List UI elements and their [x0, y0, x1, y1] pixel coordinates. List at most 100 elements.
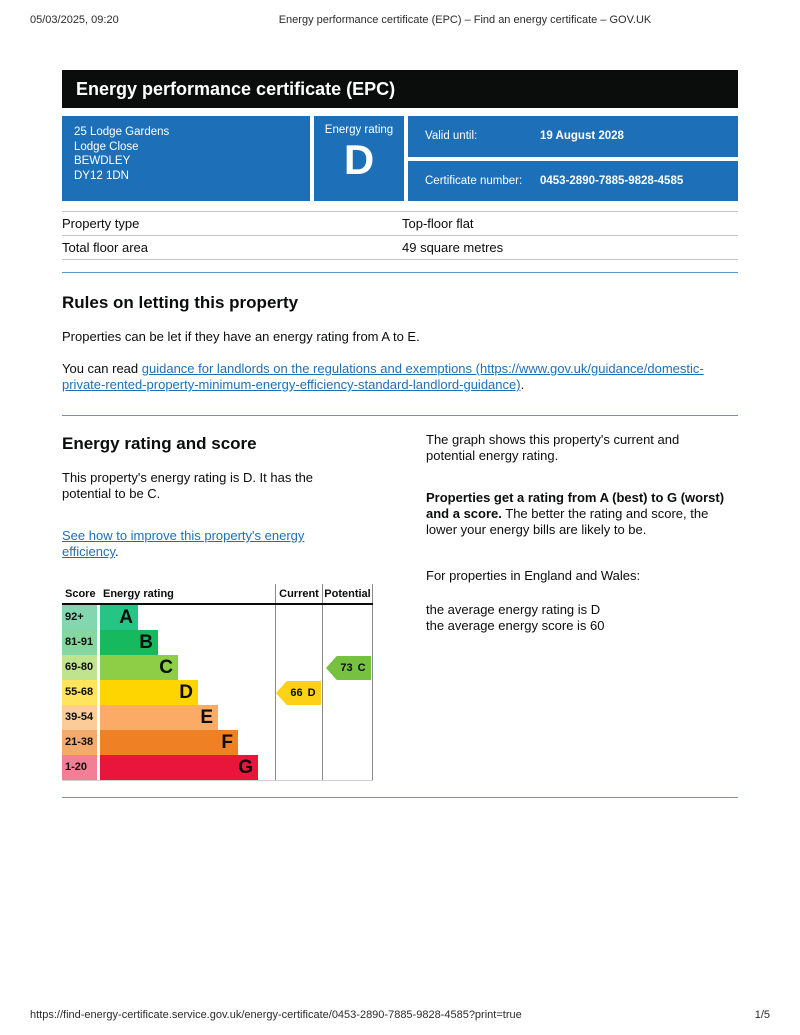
rating-bands: 92+ A 81-91 B 69-80 C 55-68 D 39-54 E 21-38 F …	[62, 605, 275, 780]
band-bar: A	[100, 605, 138, 630]
band-letter: B	[139, 632, 153, 653]
certificate-number-value: 0453-2890-7885-9828-4585	[540, 174, 684, 187]
certificate-number-box: Certificate number: 0453-2890-7885-9828-…	[408, 160, 738, 201]
valid-until-value: 19 August 2028	[540, 130, 624, 143]
address-line: Lodge Close	[74, 140, 139, 153]
rating-intro: This property's energy rating is D. It h…	[62, 470, 314, 501]
band-bar: F	[100, 730, 238, 755]
address-line: BEWDLEY	[74, 155, 131, 167]
band-row-f: 21-38 F	[62, 730, 275, 755]
region-line: For properties in England and Wales:	[426, 568, 641, 583]
potential-rating-arrow: 73 C	[326, 656, 371, 680]
validity-column: Valid until: 19 August 2028 Certificate …	[408, 116, 738, 201]
section-divider	[62, 272, 738, 273]
certificate-banner: Energy performance certificate (EPC)	[62, 70, 738, 108]
graph-intro: The graph shows this property's current …	[426, 432, 680, 463]
band-row-g: 1-20 G	[62, 755, 275, 780]
chart-header-score: Score	[65, 588, 96, 600]
certificate-number-label: Certificate number:	[425, 174, 523, 187]
rating-explanation-rest: The better the rating and score, the low…	[426, 506, 709, 537]
rating-explanation-bold: Properties get a rating from A (best) to…	[426, 490, 725, 521]
valid-until-label: Valid until:	[425, 130, 478, 143]
guidance-text-prefix: You can read	[62, 361, 142, 376]
band-bar: G	[100, 755, 258, 780]
band-row-e: 39-54 E	[62, 705, 275, 730]
address-line: 25 Lodge Gardens	[74, 126, 170, 138]
improve-efficiency-link[interactable]: See how to improve this property's energ…	[62, 528, 305, 559]
section-divider	[62, 415, 738, 416]
average-score-line: the average energy score is 60	[426, 618, 605, 633]
potential-band: C	[357, 662, 366, 674]
band-letter: E	[200, 707, 213, 728]
property-type-value: Top-floor flat	[402, 216, 474, 231]
print-page-number: 1/5	[754, 1009, 770, 1021]
band-bar: D	[100, 680, 198, 705]
chart-header-rating: Energy rating	[103, 588, 174, 600]
band-letter: C	[159, 657, 173, 678]
print-page-title: Energy performance certificate (EPC) – F…	[278, 14, 652, 26]
average-rating-line: the average energy rating is D	[426, 602, 601, 617]
rating-heading: Energy rating and score	[62, 434, 257, 453]
property-address-box: 25 Lodge Gardens Lodge Close BEWDLEY DY1…	[62, 116, 310, 201]
chart-header-row: Score Energy rating Current Potential	[62, 584, 373, 605]
current-column: 66 D	[275, 605, 322, 780]
current-score: 66	[290, 687, 303, 699]
certificate-content: Energy performance certificate (EPC) 25 …	[62, 70, 738, 798]
property-type-label: Property type	[62, 216, 140, 231]
band-score-range: 1-20	[62, 755, 97, 780]
chart-body: 92+ A 81-91 B 69-80 C 55-68 D 39-54 E 21-38 F …	[62, 605, 373, 781]
rules-heading: Rules on letting this property	[62, 293, 299, 312]
improve-link-suffix: .	[115, 544, 119, 559]
potential-column: 73 C	[322, 605, 373, 780]
band-bar: C	[100, 655, 178, 680]
print-datetime: 05/03/2025, 09:20	[30, 14, 119, 26]
band-letter: F	[221, 732, 233, 753]
band-row-b: 81-91 B	[62, 630, 275, 655]
band-bar: E	[100, 705, 218, 730]
rating-section: Energy rating and score This property's …	[62, 432, 738, 781]
band-score-range: 92+	[62, 605, 97, 630]
band-score-range: 81-91	[62, 630, 97, 655]
table-row: Property type Top-floor flat	[62, 212, 738, 236]
band-row-c: 69-80 C	[62, 655, 275, 680]
rating-explanation: Properties get a rating from A (best) to…	[426, 490, 738, 538]
browser-print-header: 05/03/2025, 09:20 Energy performance cer…	[30, 14, 770, 26]
property-details-table: Property type Top-floor flat Total floor…	[62, 211, 738, 260]
valid-until-box: Valid until: 19 August 2028	[408, 116, 738, 157]
band-row-d: 55-68 D	[62, 680, 275, 705]
browser-print-footer: https://find-energy-certificate.service.…	[30, 1009, 770, 1021]
floor-area-label: Total floor area	[62, 240, 148, 255]
chart-header-current: Current	[275, 584, 322, 603]
band-score-range: 39-54	[62, 705, 97, 730]
landlord-guidance-link[interactable]: guidance for landlords on the regulation…	[62, 361, 704, 392]
current-rating-arrow: 66 D	[276, 681, 321, 705]
rating-section-left: Energy rating and score This property's …	[62, 432, 412, 781]
energy-rating-box: Energy rating D	[314, 116, 404, 201]
certificate-summary: 25 Lodge Gardens Lodge Close BEWDLEY DY1…	[62, 116, 738, 201]
guidance-text-suffix: .	[520, 377, 525, 392]
chart-header-potential: Potential	[322, 584, 373, 603]
rating-section-right: The graph shows this property's current …	[426, 432, 738, 781]
table-row: Total floor area 49 square metres	[62, 236, 738, 260]
energy-rating-chart: Score Energy rating Current Potential 92…	[62, 584, 373, 781]
band-score-range: 21-38	[62, 730, 97, 755]
print-url: https://find-energy-certificate.service.…	[30, 1009, 522, 1021]
current-band: D	[307, 687, 316, 699]
band-score-range: 55-68	[62, 680, 97, 705]
address-line: DY12 1DN	[74, 169, 129, 182]
band-bar: B	[100, 630, 158, 655]
band-letter: G	[238, 757, 253, 778]
energy-rating-value: D	[343, 136, 375, 183]
print-header-spacer	[730, 14, 770, 26]
improve-paragraph: See how to improve this property's energ…	[62, 528, 364, 560]
potential-score: 73	[340, 662, 353, 674]
section-divider	[62, 797, 738, 798]
rules-guidance-paragraph: You can read guidance for landlords on t…	[62, 361, 738, 393]
floor-area-value: 49 square metres	[402, 240, 504, 255]
band-score-range: 69-80	[62, 655, 97, 680]
averages-block: the average energy rating is D the avera…	[426, 602, 738, 634]
band-letter: A	[119, 607, 133, 628]
band-letter: D	[179, 682, 193, 703]
rules-paragraph: Properties can be let if they have an en…	[62, 329, 420, 344]
band-row-a: 92+ A	[62, 605, 275, 630]
